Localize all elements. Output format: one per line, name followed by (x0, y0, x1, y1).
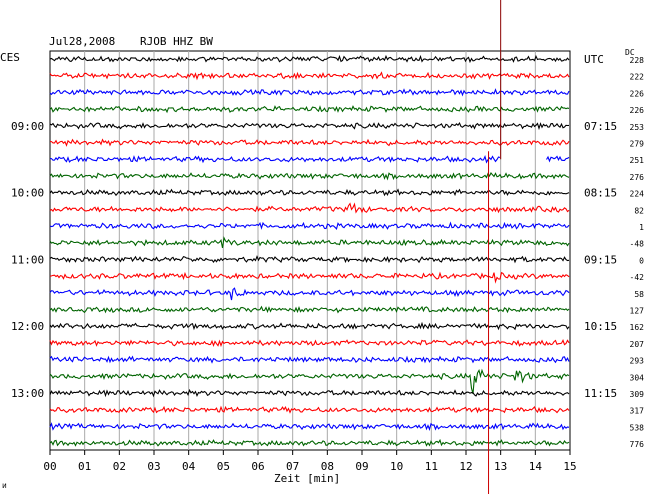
trace-line (49, 287, 570, 301)
dc-value: 228 (630, 56, 645, 65)
x-tick-label: 09 (355, 460, 368, 473)
x-tick-label: 13 (494, 460, 507, 473)
trace-line (49, 154, 570, 164)
right-time-label: 11:15 (584, 387, 617, 400)
mark-group (488, 0, 502, 494)
right-time-label: 07:15 (584, 120, 617, 133)
trace-line (49, 368, 570, 394)
trace-line (49, 405, 570, 414)
x-tick-label: 06 (251, 460, 264, 473)
trace-line (49, 305, 570, 314)
x-tick-label: 08 (321, 460, 334, 473)
x-tick-label: 15 (563, 460, 576, 473)
trace-line (49, 88, 570, 97)
x-tick-label: 02 (113, 460, 126, 473)
dc-value: 276 (630, 173, 645, 182)
trace-line (49, 71, 570, 81)
trace-line (49, 422, 570, 432)
dc-value: 538 (630, 423, 645, 432)
x-tick-label: 11 (425, 460, 438, 473)
plot-frame (49, 50, 571, 451)
dc-value: 0 (639, 256, 644, 265)
dc-value: 82 (634, 206, 644, 215)
label-group: 00 01 02 03 04 05 06 07 08 09 10 11 12 13 14 1522822222… (11, 53, 644, 473)
dc-header: DC (625, 48, 635, 57)
corner-mark: ᴎ (2, 481, 7, 490)
x-tick-label: 14 (529, 460, 543, 473)
dc-value: 127 (630, 307, 645, 316)
left-time-label: 13:00 (11, 387, 44, 400)
right-time-label: UTC (584, 53, 604, 66)
left-timezone: CES (0, 51, 20, 64)
dc-value: 293 (630, 357, 645, 366)
left-time-label: 09:00 (11, 120, 44, 133)
trace-line (49, 221, 570, 230)
dc-value: 279 (630, 140, 645, 149)
x-axis-label: Zeit [min] (274, 472, 340, 485)
left-time-label: 12:00 (11, 320, 44, 333)
dc-value: 1 (639, 223, 644, 232)
right-time-label: 10:15 (584, 320, 617, 333)
trace-line (49, 339, 570, 348)
left-time-label: 11:00 (11, 253, 44, 266)
trace-line (49, 355, 570, 364)
x-tick-label: 12 (459, 460, 472, 473)
dc-value: 226 (630, 106, 645, 115)
x-tick-label: 05 (217, 460, 230, 473)
trace-line (49, 105, 570, 114)
trace-line (49, 321, 570, 331)
right-time-label: 08:15 (584, 187, 617, 200)
dc-value: 776 (630, 440, 645, 449)
trace-line (49, 188, 570, 197)
header-station: RJOB HHZ BW (140, 35, 213, 48)
trace-line (49, 236, 570, 249)
dc-value: 304 (630, 373, 645, 382)
dc-value: -48 (630, 240, 645, 249)
trace-group (49, 54, 570, 447)
dc-value: 207 (630, 340, 645, 349)
x-tick-label: 01 (78, 460, 91, 473)
trace-line (49, 438, 570, 447)
trace-line (49, 271, 570, 284)
x-tick-label: 03 (147, 460, 160, 473)
trace-line (49, 255, 570, 264)
trace-line (49, 138, 570, 147)
x-tick-label: 04 (182, 460, 196, 473)
x-tick-label: 07 (286, 460, 299, 473)
dc-value: -42 (630, 273, 645, 282)
trace-line (49, 172, 570, 181)
x-tick-label: 10 (390, 460, 403, 473)
dc-value: 222 (630, 73, 645, 82)
left-time-label: 10:00 (11, 187, 44, 200)
dc-value: 253 (630, 123, 645, 132)
dc-value: 251 (630, 156, 645, 165)
trace-line (49, 202, 570, 214)
dc-value: 224 (630, 190, 645, 199)
dc-value: 58 (634, 290, 644, 299)
dc-value: 162 (630, 323, 645, 332)
x-tick-label: 00 (43, 460, 56, 473)
header-date: Jul28,2008 (49, 35, 115, 48)
trace-line (49, 388, 570, 398)
right-time-label: 09:15 (584, 253, 617, 266)
dc-value: 309 (630, 390, 645, 399)
dc-value: 317 (630, 407, 645, 416)
trace-line (49, 54, 570, 64)
dc-value: 226 (630, 89, 645, 98)
trace-line (49, 121, 570, 131)
